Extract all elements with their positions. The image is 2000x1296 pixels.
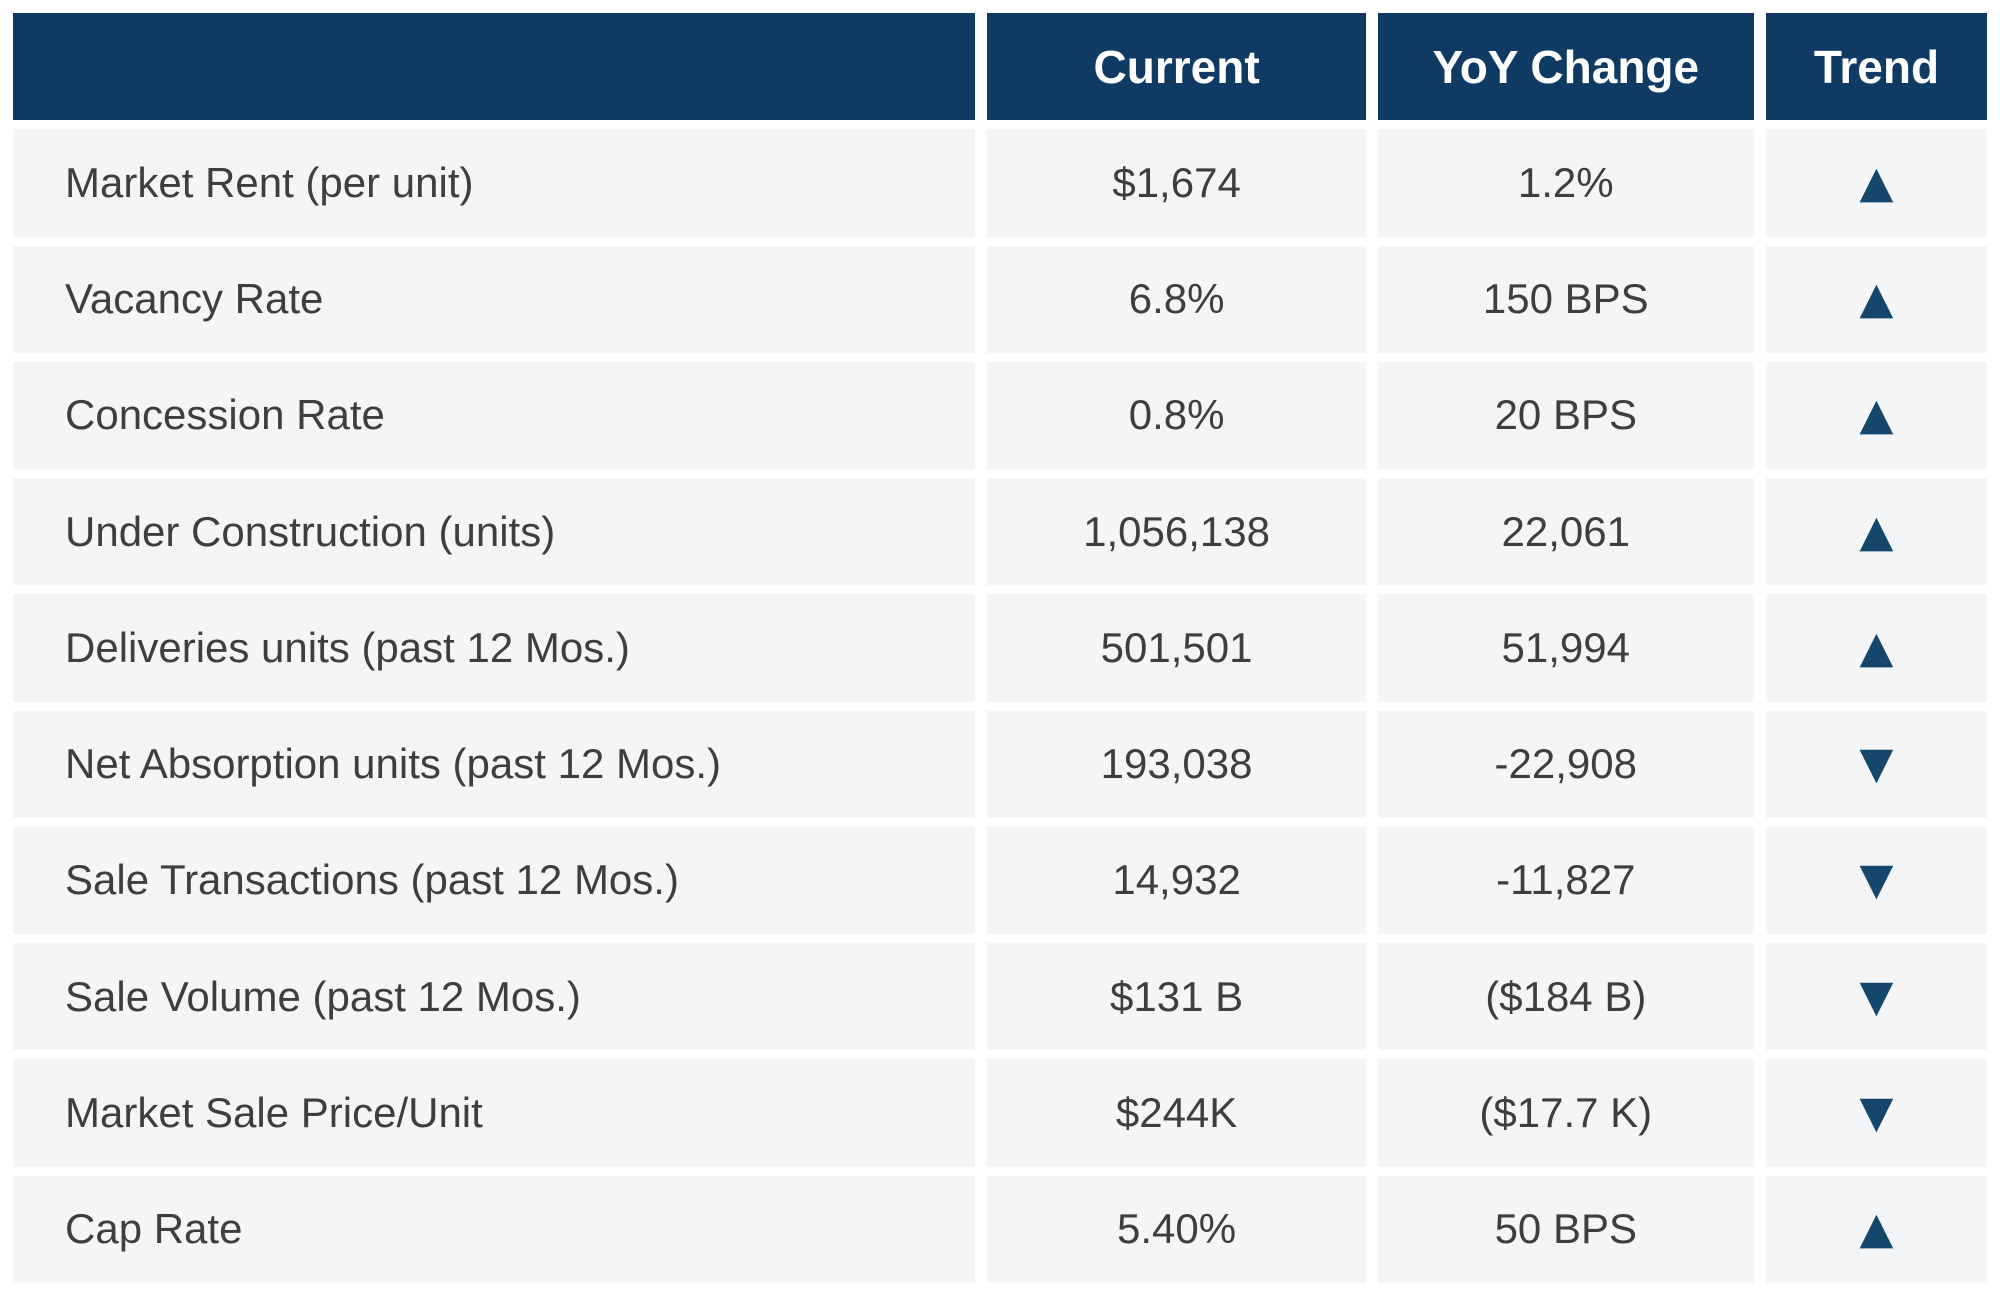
current-value: 193,038 [987,710,1366,818]
yoy-change-value: ($184 B) [1377,943,1754,1051]
yoy-change-value: -11,827 [1377,826,1754,935]
table-row: Sale Transactions (past 12 Mos.) 14,932 … [13,826,1987,935]
yoy-change-value: 50 BPS [1377,1175,1754,1283]
metric-label: Under Construction (units) [13,478,976,586]
table-row: Sale Volume (past 12 Mos.) $131 B ($184 … [13,943,1987,1051]
trend-up-icon: ▲ [1859,273,1894,325]
column-header-current: Current [987,13,1366,121]
metric-label: Sale Transactions (past 12 Mos.) [13,826,976,935]
yoy-change-value: 22,061 [1377,478,1754,586]
current-value: $131 B [987,943,1366,1051]
trend-down-icon: ▼ [1859,854,1894,906]
current-value: 501,501 [987,594,1366,702]
yoy-change-value: 1.2% [1377,129,1754,237]
trend-up-icon: ▲ [1859,156,1894,208]
current-value: 1,056,138 [987,478,1366,586]
table-row: Net Absorption units (past 12 Mos.) 193,… [13,710,1987,818]
metric-label: Net Absorption units (past 12 Mos.) [13,710,976,818]
trend-up-icon: ▲ [1859,621,1894,673]
metric-label: Vacancy Rate [13,245,976,353]
table-row: Vacancy Rate 6.8% 150 BPS ▲ [13,245,1987,353]
table-row: Under Construction (units) 1,056,138 22,… [13,478,1987,586]
table-header-row: Current YoY Change Trend [13,13,1987,121]
metric-label: Market Rent (per unit) [13,129,976,237]
yoy-change-value: 51,994 [1377,594,1754,702]
current-value: $1,674 [987,129,1366,237]
metric-label: Deliveries units (past 12 Mos.) [13,594,976,702]
current-value: 14,932 [987,826,1366,935]
current-value: 0.8% [987,361,1366,470]
yoy-change-value: -22,908 [1377,710,1754,818]
trend-up-icon: ▲ [1859,505,1894,557]
table-row: Market Sale Price/Unit $244K ($17.7 K) ▼ [13,1059,1987,1167]
trend-up-icon: ▲ [1859,389,1894,441]
metric-label: Concession Rate [13,361,976,470]
yoy-change-value: ($17.7 K) [1377,1059,1754,1167]
column-header-trend: Trend [1765,13,1987,121]
table-row: Market Rent (per unit) $1,674 1.2% ▲ [13,129,1987,237]
current-value: 6.8% [987,245,1366,353]
metric-label: Market Sale Price/Unit [13,1059,976,1167]
current-value: $244K [987,1059,1366,1167]
current-value: 5.40% [987,1175,1366,1283]
trend-up-icon: ▲ [1859,1203,1894,1255]
table-row: Deliveries units (past 12 Mos.) 501,501 … [13,594,1987,702]
table-row: Cap Rate 5.40% 50 BPS ▲ [13,1175,1987,1283]
trend-down-icon: ▼ [1859,1087,1894,1139]
table-row: Concession Rate 0.8% 20 BPS ▲ [13,361,1987,470]
yoy-change-value: 150 BPS [1377,245,1754,353]
metric-label: Cap Rate [13,1175,976,1283]
trend-down-icon: ▼ [1859,970,1894,1022]
yoy-change-value: 20 BPS [1377,361,1754,470]
column-header-yoy-change: YoY Change [1377,13,1754,121]
metric-label: Sale Volume (past 12 Mos.) [13,943,976,1051]
column-header-metric [13,13,976,121]
trend-down-icon: ▼ [1859,738,1894,790]
